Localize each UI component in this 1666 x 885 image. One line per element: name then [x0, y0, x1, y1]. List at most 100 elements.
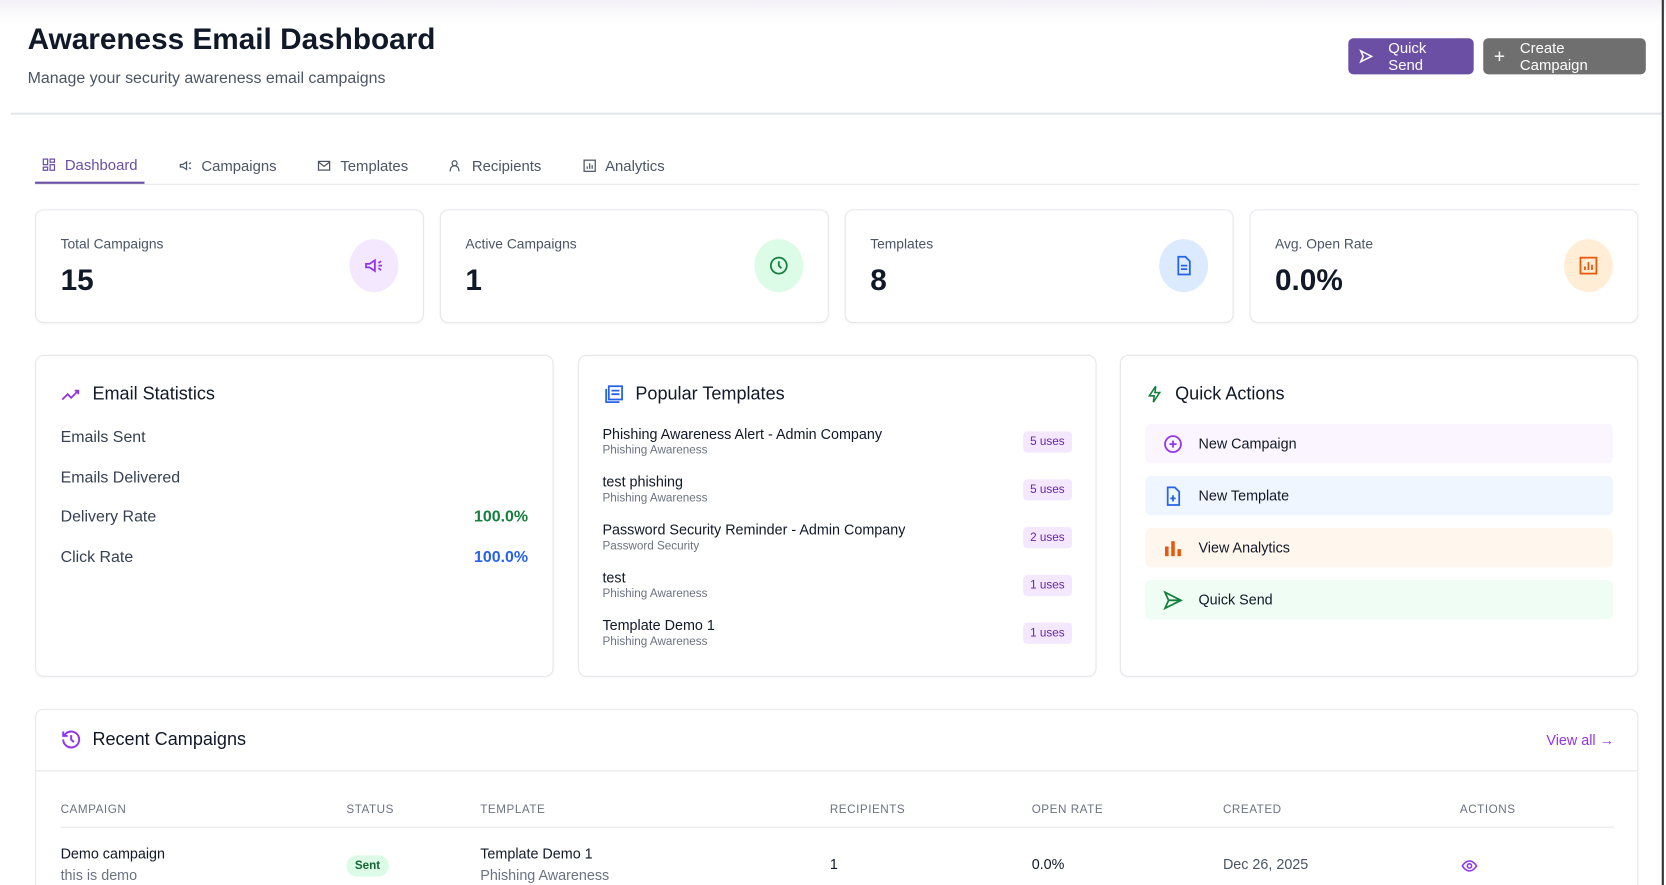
tab-bar: Dashboard Campaigns Templates Recipients… [35, 147, 1640, 185]
template-list-item[interactable]: test phishing Phishing Awareness 5 uses [602, 474, 1073, 505]
stat-value: 0.0% [1275, 263, 1343, 297]
row-value: 100.0% [474, 507, 529, 526]
plus-circle-icon [1164, 434, 1182, 453]
stat-row-delivery-rate: Delivery Rate 100.0% [61, 508, 529, 526]
stat-row-emails-delivered: Emails Delivered [61, 469, 529, 487]
view-analytics-action[interactable]: View Analytics [1145, 528, 1613, 568]
open-rate: 0.0% [1031, 856, 1065, 873]
row-value: 100.0% [474, 548, 529, 567]
users-icon [449, 159, 460, 171]
recipients-count: 1 [829, 856, 838, 873]
chart-icon [582, 159, 596, 172]
uses-badge: 5 uses [1022, 430, 1073, 453]
column-header: TEMPLATE [480, 803, 546, 816]
template-list-item[interactable]: Template Demo 1 Phishing Awareness 1 uses [602, 617, 1073, 649]
template-category: Phishing Awareness [602, 491, 708, 505]
created-date: Dec 26, 2025 [1222, 856, 1309, 873]
campaign-name[interactable]: Demo campaign [60, 845, 166, 862]
status-badge: Sent [346, 855, 389, 877]
megaphone-icon [179, 160, 191, 171]
tab-campaigns[interactable]: Campaigns [172, 147, 283, 184]
stat-label: Total Campaigns [60, 235, 164, 252]
column-header: ACTIONS [1459, 803, 1516, 816]
stat-value: 8 [870, 263, 887, 297]
panel-title: Popular Templates [635, 383, 785, 404]
stat-row-click-rate: Click Rate 100.0% [61, 548, 529, 566]
row-label: Emails Delivered [60, 468, 181, 487]
new-template-action[interactable]: New Template [1145, 476, 1613, 516]
send-icon [1359, 49, 1374, 64]
uses-badge: 1 uses [1022, 622, 1073, 644]
page-header [10, 0, 1663, 115]
stat-card-total-campaigns: Total Campaigns 15 [35, 209, 424, 323]
template-category: Password Security [602, 539, 700, 553]
new-campaign-action[interactable]: New Campaign [1145, 423, 1613, 464]
template-list-item[interactable]: test Phishing Awareness 1 uses [602, 569, 1073, 600]
template-category: Phishing Awareness [480, 867, 610, 883]
create-campaign-button[interactable]: + Create Campaign [1483, 38, 1646, 75]
bolt-icon [1147, 385, 1162, 403]
top-shade [0, 0, 1666, 24]
template-name: Template Demo 1 [480, 845, 593, 862]
template-list-item[interactable]: Password Security Reminder - Admin Compa… [602, 521, 1073, 553]
column-header: CAMPAIGN [60, 803, 127, 816]
history-icon [62, 730, 81, 749]
stat-label: Templates [870, 235, 934, 252]
row-label: Emails Sent [60, 428, 146, 447]
tab-label: Templates [340, 156, 409, 174]
stat-label: Avg. Open Rate [1275, 235, 1374, 252]
uses-badge: 1 uses [1022, 574, 1073, 596]
stat-value: 15 [60, 263, 94, 297]
quick-send-label: Quick Send [1388, 39, 1427, 74]
stat-row-emails-sent: Emails Sent [61, 428, 529, 446]
email-statistics-card: Email Statistics Emails Sent Emails Deli… [35, 354, 554, 677]
stat-value: 1 [465, 263, 482, 297]
view-all-link[interactable]: View all → [1546, 732, 1614, 748]
uses-badge: 5 uses [1022, 478, 1073, 500]
template-name: Phishing Awareness Alert - Admin Company [602, 426, 883, 442]
column-header: STATUS [346, 803, 394, 816]
template-category: Phishing Awareness [602, 635, 708, 649]
template-category: Phishing Awareness [602, 444, 708, 457]
popular-templates-card: Popular Templates Phishing Awareness Ale… [578, 354, 1097, 677]
create-campaign-label: Create Campaign [1519, 39, 1588, 74]
panel-title: Email Statistics [92, 383, 215, 404]
divider [60, 826, 1614, 828]
stat-card-templates: Templates 8 [844, 209, 1234, 323]
uses-badge: 2 uses [1022, 526, 1073, 548]
scrollbar[interactable] [1661, 0, 1664, 885]
mail-icon [318, 160, 331, 171]
page-subtitle: Manage your security awareness email cam… [27, 69, 386, 88]
bar-chart-icon [1165, 540, 1181, 556]
tab-recipients[interactable]: Recipients [442, 147, 548, 184]
clock-icon [754, 239, 804, 293]
quick-send-action[interactable]: Quick Send [1145, 580, 1613, 620]
tab-analytics[interactable]: Analytics [575, 147, 671, 184]
megaphone-icon [349, 239, 399, 293]
tab-label: Analytics [605, 156, 665, 174]
tab-templates[interactable]: Templates [311, 147, 415, 184]
column-header: OPEN RATE [1031, 803, 1104, 816]
tab-dashboard[interactable]: Dashboard [35, 147, 144, 184]
template-list-item[interactable]: Phishing Awareness Alert - Admin Company… [602, 426, 1073, 457]
row-label: Click Rate [60, 548, 134, 567]
panel-title: Recent Campaigns [92, 728, 247, 750]
column-header: RECIPIENTS [829, 803, 906, 816]
file-plus-icon [1166, 485, 1181, 506]
action-label: Quick Send [1198, 591, 1273, 608]
template-name: test [602, 569, 626, 586]
action-label: New Campaign [1198, 435, 1297, 452]
tab-label: Dashboard [64, 155, 138, 173]
stat-label: Active Campaigns [465, 235, 577, 252]
action-label: View Analytics [1198, 539, 1290, 556]
tab-label: Recipients [471, 156, 542, 174]
view-eye-icon[interactable] [1461, 857, 1478, 874]
list-icon [605, 385, 623, 404]
campaign-description: this is demo [60, 867, 138, 883]
row-label: Delivery Rate [60, 507, 157, 526]
template-name: Password Security Reminder - Admin Compa… [602, 521, 906, 538]
quick-send-button[interactable]: Quick Send [1348, 38, 1474, 75]
stat-card-active-campaigns: Active Campaigns 1 [439, 209, 829, 323]
tab-label: Campaigns [201, 156, 277, 174]
recent-campaigns-card: Recent Campaigns View all → CAMPAIGN STAT… [35, 708, 1639, 885]
